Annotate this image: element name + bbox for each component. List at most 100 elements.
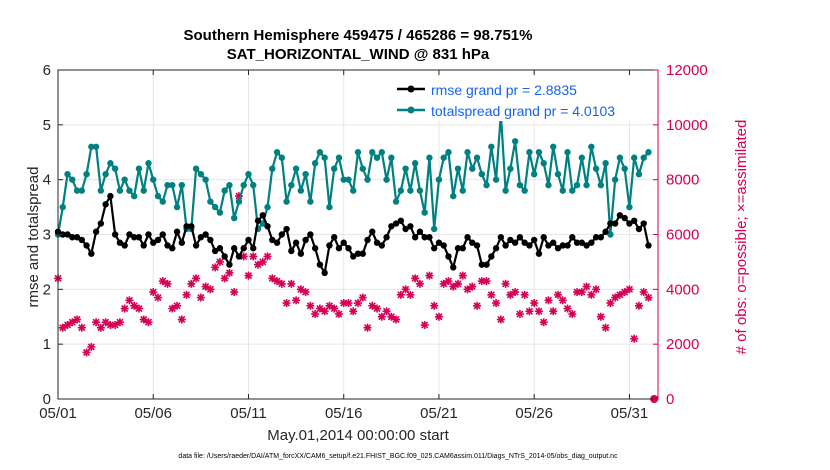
rmse-point (269, 236, 276, 244)
legend-spread-label: totalspread grand pr = 4.0103 (431, 103, 615, 119)
obs-count-point (520, 290, 529, 299)
obs-count-point (487, 290, 496, 299)
totalspread-point (369, 149, 376, 156)
totalspread-series (54, 110, 652, 238)
totalspread-point (630, 154, 638, 161)
obs-count-point (173, 301, 182, 310)
obs-count-point (473, 301, 482, 310)
rmse-point (435, 239, 443, 246)
totalspread-point (621, 165, 628, 172)
totalspread-point (573, 181, 581, 189)
obs-count-point (311, 310, 320, 319)
rmse-point (311, 245, 319, 252)
rmse-point (254, 217, 262, 224)
rmse-point (645, 242, 652, 249)
rmse-point (545, 242, 552, 249)
totalspread-point (240, 181, 247, 189)
obs-count-point (382, 307, 391, 316)
totalspread-point (492, 176, 500, 183)
totalspread-point (211, 203, 219, 211)
obs-count-point (344, 299, 353, 308)
rmse-point (73, 234, 81, 241)
rmse-point (159, 231, 166, 238)
obs-count-point (396, 290, 405, 299)
rmse-point (469, 239, 476, 246)
obs-count-point (301, 288, 310, 297)
rmse-point (340, 239, 347, 246)
obs-count-point (96, 323, 105, 332)
totalspread-point (578, 154, 586, 161)
obs-count-point (582, 282, 591, 291)
obs-count-point (639, 288, 648, 297)
y-tick-label-left: 0 (43, 391, 51, 408)
rmse-series (54, 192, 652, 277)
totalspread-point (411, 160, 419, 167)
obs-count-point (187, 279, 196, 288)
obs-count-point (468, 282, 477, 291)
obs-count-point (354, 299, 362, 308)
obs-count-point (411, 274, 420, 283)
rmse-point (107, 192, 114, 200)
obs-count-point (87, 342, 96, 351)
x-tick-label: 05/06 (134, 405, 172, 422)
rmse-point (421, 234, 428, 241)
totalspread-point (530, 170, 538, 178)
totalspread-point (135, 165, 143, 172)
obs-count-series (54, 192, 659, 403)
totalspread-point (130, 192, 138, 200)
rmse-point (416, 228, 424, 235)
rmse-point (430, 245, 438, 252)
totalspread-point (435, 176, 443, 183)
totalspread-point (535, 149, 543, 156)
rmse-point (302, 236, 309, 244)
y-axis-left-title: rmse and totalspread (25, 167, 42, 308)
chart-title: Southern Hemisphere 459475 / 465286 = 98… (183, 27, 533, 44)
y-tick-label-left: 3 (43, 227, 51, 244)
totalspread-point (526, 149, 533, 156)
totalspread-point (278, 154, 286, 161)
totalspread-point (507, 165, 514, 172)
totalspread-point (378, 149, 386, 156)
totalspread-point (59, 203, 66, 211)
totalspread-point (150, 176, 157, 183)
totalspread-point (326, 203, 333, 211)
rmse-point (569, 234, 576, 241)
obs-count-point (544, 296, 553, 305)
rmse-point (78, 236, 86, 244)
rmse-point (92, 228, 100, 235)
obs-count-point (211, 263, 220, 272)
totalspread-point (202, 176, 209, 183)
obs-count-point (430, 301, 439, 310)
y-tick-label-right: 6000 (666, 227, 699, 244)
totalspread-point (607, 231, 614, 238)
obs-count-point (163, 279, 172, 288)
totalspread-point (159, 198, 166, 205)
rmse-point (211, 247, 219, 255)
rmse-point (511, 239, 519, 246)
rmse-point (378, 242, 386, 249)
totalspread-point (540, 160, 547, 167)
obs-count-point (511, 288, 520, 297)
totalspread-point (221, 187, 228, 194)
totalspread-point (259, 220, 266, 227)
obs-count-point (206, 285, 215, 294)
obs-count-point (630, 334, 639, 343)
totalspread-point (488, 143, 495, 150)
totalspread-point (345, 176, 352, 183)
rmse-point (169, 245, 176, 252)
obs-count-point (377, 312, 386, 321)
totalspread-point (521, 187, 528, 194)
totalspread-point (502, 187, 509, 194)
rmse-point (411, 234, 419, 241)
totalspread-point (97, 187, 105, 194)
obs-count-point (92, 318, 101, 327)
rmse-point (145, 231, 152, 238)
obs-count-point (182, 290, 191, 299)
rmse-point (607, 220, 614, 227)
obs-count-point (592, 285, 601, 294)
rmse-point (173, 228, 181, 235)
rmse-point (364, 236, 371, 244)
rmse-point (154, 236, 162, 244)
rmse-point (188, 223, 195, 230)
totalspread-point (164, 181, 171, 189)
